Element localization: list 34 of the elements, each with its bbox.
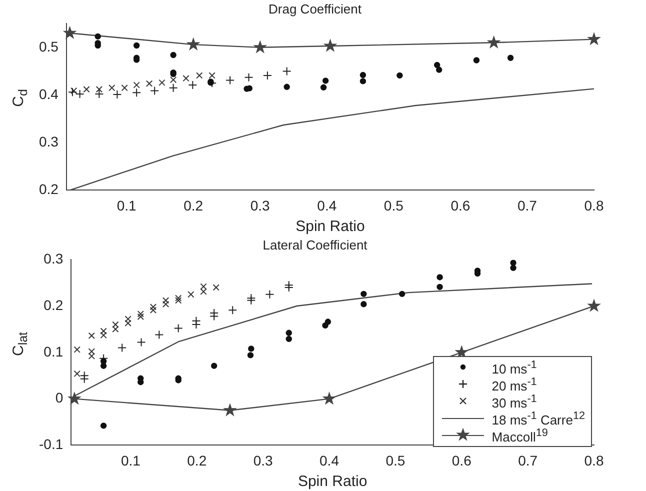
x-tick-label: 0.5: [384, 197, 404, 214]
x-tick-label: 0.2: [187, 452, 207, 468]
x-tick-label: 0.1: [120, 452, 141, 468]
x-tick-label: 0.4: [320, 452, 340, 468]
chart-title: Lateral Coefficient: [262, 237, 368, 252]
y-tick-label: -0.1: [39, 436, 64, 452]
y-tick-label: 0.5: [38, 38, 59, 54]
legend-label: 20 ms$^{-1}$: [492, 376, 537, 394]
x-tick-label: 0.4: [317, 197, 337, 214]
x-tick-label: 0.7: [517, 197, 538, 214]
x-tick-label: 0.2: [184, 197, 204, 214]
y-tick-label: 0.2: [44, 296, 64, 313]
y-tick-label: 0.3: [44, 250, 64, 266]
y-tick-label: 0.4: [38, 86, 59, 102]
legend-label: 10 ms$^{-1}$: [492, 358, 537, 376]
legend-label: 18 ms$^{-1}$ Carre$^{12}$: [492, 410, 585, 428]
y-tick-label: 0.1: [44, 343, 64, 360]
x-tick-label: 0.7: [518, 452, 538, 468]
y-tick-label: 0: [55, 390, 64, 406]
x-tick-label: 0.8: [584, 197, 604, 214]
legend-label: Maccoll$^{19}$: [492, 426, 548, 444]
x-axis-title: Spin Ratio: [298, 473, 368, 490]
x-tick-label: 0.5: [386, 452, 406, 468]
legend-label: 30 ms$^{-1}$: [492, 392, 537, 410]
y-tick-label: 0.3: [38, 133, 59, 150]
x-tick-label: 0.8: [584, 452, 604, 468]
x-axis-title: Spin Ratio: [296, 218, 365, 236]
x-tick-label: 0.3: [250, 197, 270, 214]
x-tick-label: 0.1: [116, 197, 137, 214]
y-tick-label: 0.2: [38, 181, 59, 198]
x-tick-label: 0.6: [450, 197, 470, 214]
x-tick-label: 0.6: [452, 452, 472, 468]
x-tick-label: 0.3: [253, 452, 274, 468]
chart-title: Drag Coefficient: [268, 1, 362, 16]
